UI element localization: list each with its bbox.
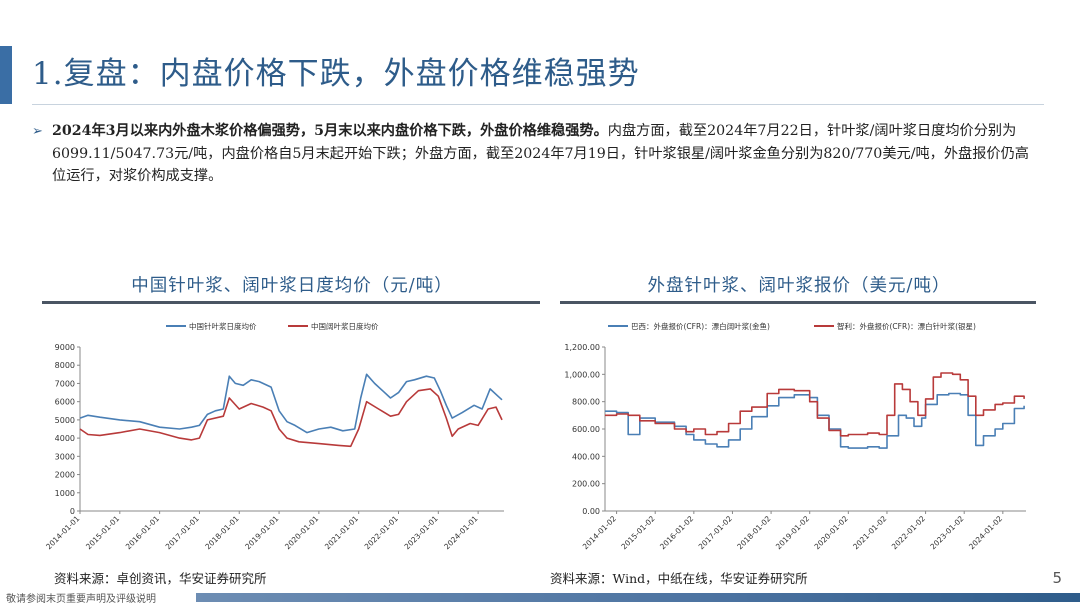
x-tick-label: 2015-01-02 (619, 514, 656, 551)
x-tick-label: 2021-01-01 (323, 514, 360, 551)
x-tick-label: 2018-01-01 (203, 514, 240, 551)
x-tick-label: 2019-01-02 (774, 514, 811, 551)
series-line-2 (79, 388, 503, 448)
page-title: 1.复盘：内盘价格下跌，外盘价格维稳强势 (32, 56, 640, 92)
right-chart-source: 资料来源：Wind，中纸在线，华安证券研究所 (550, 571, 808, 586)
summary-text: 内盘方面，截至2024年7月22日，针叶浆/阔叶浆日度均价分别为6099.11/… (52, 123, 1029, 184)
right-chart-title: 外盘针叶浆、阔叶浆报价（美元/吨） (647, 276, 951, 296)
legend-label-1: 巴西：外盘报价(CFR)：漂白阔叶浆(金鱼) (631, 321, 770, 331)
x-tick-label: 2020-01-02 (813, 514, 850, 551)
left-chart-title: 中国针叶浆、阔叶浆日度均价（元/吨） (131, 276, 453, 296)
legend-label-2: 中国阔叶浆日度均价 (311, 321, 379, 331)
y-tick-label: 400.00 (572, 452, 600, 461)
x-tick-label: 2017-01-01 (164, 514, 201, 551)
left-chart-rule (42, 301, 540, 304)
bullet-arrow-icon: ➢ (32, 124, 43, 139)
left-chart-source: 资料来源：卓创资讯，华安证券研究所 (54, 571, 267, 586)
y-tick-label: 3000 (55, 452, 75, 461)
footer-band (196, 593, 1080, 602)
right-chart-rule (560, 301, 1036, 304)
y-tick-label: 800.00 (572, 398, 600, 407)
title-divider (32, 104, 1044, 105)
x-tick-label: 2024-01-02 (967, 514, 1004, 551)
x-tick-label: 2022-01-01 (363, 514, 400, 551)
x-tick-label: 2014-01-01 (44, 514, 81, 551)
legend-label-1: 中国针叶浆日度均价 (189, 321, 257, 331)
x-tick-label: 2023-01-02 (928, 514, 965, 551)
page-number: 5 (1052, 569, 1062, 587)
x-tick-label: 2021-01-02 (851, 514, 888, 551)
y-tick-label: 600.00 (572, 425, 600, 434)
legend-label-2: 智利：外盘报价(CFR)：漂白针叶浆(银星) (837, 321, 976, 331)
x-tick-label: 2022-01-02 (890, 514, 927, 551)
series-line-2 (605, 372, 1025, 437)
left-line-chart: 0 1000 2000 3000 4000 5000 6000 7000 8000 9000 201… (44, 321, 504, 551)
x-tick-label: 2016-01-02 (658, 514, 695, 551)
x-tick-label: 2024-01-01 (442, 514, 479, 551)
summary-paragraph: ➢ 2024年3月以来内外盘木浆价格偏强势，5月末以来内盘价格下跌，外盘价格维稳… (32, 120, 1032, 188)
x-tick-label: 2019-01-01 (243, 514, 280, 551)
y-tick-label: 8000 (55, 361, 75, 370)
x-tick-label: 2015-01-01 (84, 514, 121, 551)
x-tick-label: 2018-01-02 (735, 514, 772, 551)
y-tick-label: 9000 (55, 343, 75, 352)
y-tick-label: 7000 (55, 379, 75, 388)
y-tick-label: 0 (70, 507, 75, 516)
footer: 敬请参阅末页重要声明及评级说明 (0, 589, 1080, 607)
y-tick-label: 1,200.00 (564, 343, 600, 352)
y-tick-label: 0.00 (582, 507, 600, 516)
summary-bold: 2024年3月以来内外盘木浆价格偏强势，5月末以来内盘价格下跌，外盘价格维稳强势… (52, 123, 608, 139)
y-tick-label: 1,000.00 (564, 370, 600, 379)
x-tick-label: 2020-01-01 (283, 514, 320, 551)
x-tick-label: 2016-01-01 (124, 514, 161, 551)
y-tick-label: 1000 (55, 489, 75, 498)
y-tick-label: 200.00 (572, 480, 600, 489)
series-line-1 (79, 373, 503, 434)
y-tick-label: 5000 (55, 416, 75, 425)
series-line-1 (605, 392, 1025, 449)
y-tick-label: 4000 (55, 434, 75, 443)
right-line-chart: 0.00 200.00 400.00 600.00 800.00 1,000.00 1,20… (564, 321, 1026, 551)
x-tick-label: 2014-01-02 (581, 514, 618, 551)
title-accent-bar (0, 46, 12, 104)
x-tick-label: 2017-01-02 (697, 514, 734, 551)
y-tick-label: 2000 (55, 471, 75, 480)
footer-disclaimer: 敬请参阅末页重要声明及评级说明 (6, 594, 156, 605)
y-tick-label: 6000 (55, 398, 75, 407)
x-tick-label: 2023-01-01 (403, 514, 440, 551)
